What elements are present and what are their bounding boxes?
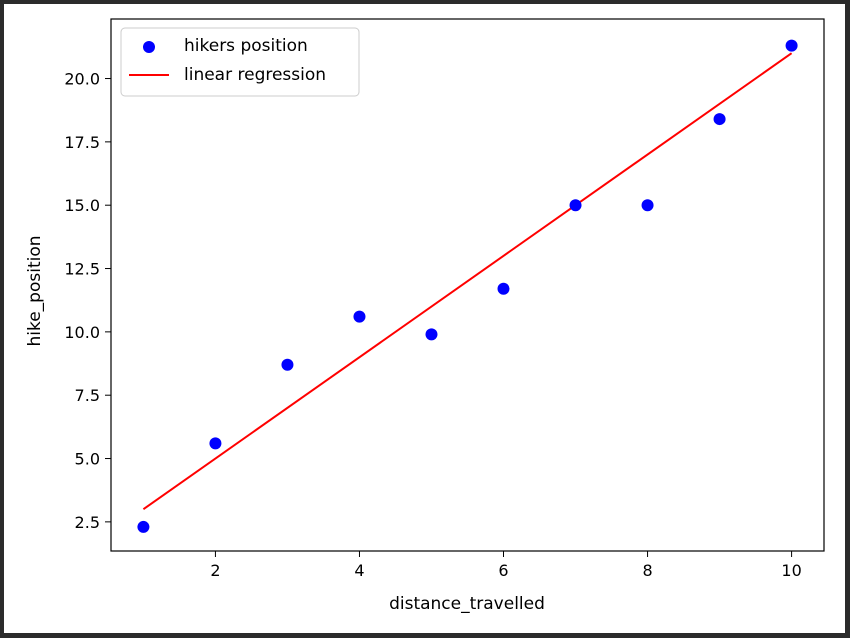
y-tick-label: 15.0 [64, 196, 100, 215]
scatter-point [569, 199, 582, 212]
x-tick-label: 4 [354, 561, 364, 580]
figure: 2 4 6 8 10 2.5 5.0 7.5 10.0 12.5 15.0 17.5 20.0 dis… [4, 4, 845, 633]
legend: hikers position linear regression [120, 27, 360, 97]
scatter-point [209, 437, 222, 450]
scatter-point [785, 39, 798, 52]
x-axis-ticks: 2 4 6 8 10 [210, 551, 802, 580]
scatter-point [641, 199, 654, 212]
x-tick-label: 2 [210, 561, 220, 580]
y-axis-ticks: 2.5 5.0 7.5 10.0 12.5 15.0 17.5 20.0 [64, 70, 111, 532]
x-axis-label: distance_travelled [389, 594, 545, 614]
legend-label-hikers-position: hikers position [184, 36, 308, 56]
y-tick-label: 20.0 [64, 70, 100, 89]
y-tick-label: 12.5 [64, 260, 100, 279]
y-tick-label: 5.0 [75, 450, 100, 469]
x-tick-label: 10 [781, 561, 801, 580]
scatter-point [353, 310, 366, 323]
scatter-point [425, 328, 438, 341]
y-tick-label: 10.0 [64, 323, 100, 342]
scatter-point [137, 520, 150, 533]
scatter-point [281, 358, 294, 371]
y-tick-label: 2.5 [75, 513, 100, 532]
scatter-chart: 2 4 6 8 10 2.5 5.0 7.5 10.0 12.5 15.0 17.5 20.0 dis… [25, 18, 825, 614]
legend-frame [120, 27, 360, 97]
y-axis-label: hike_position [25, 235, 45, 346]
regression-line [142, 52, 793, 511]
series-layer [137, 39, 798, 533]
x-tick-label: 8 [642, 561, 652, 580]
plot-area [110, 18, 825, 552]
y-tick-label: 7.5 [75, 386, 100, 405]
legend-marker-scatter [143, 41, 155, 53]
scatter-point [713, 113, 726, 126]
scatter-point [497, 282, 510, 295]
legend-label-linear-regression: linear regression [184, 65, 326, 85]
y-tick-label: 17.5 [64, 133, 100, 152]
x-tick-label: 6 [498, 561, 508, 580]
